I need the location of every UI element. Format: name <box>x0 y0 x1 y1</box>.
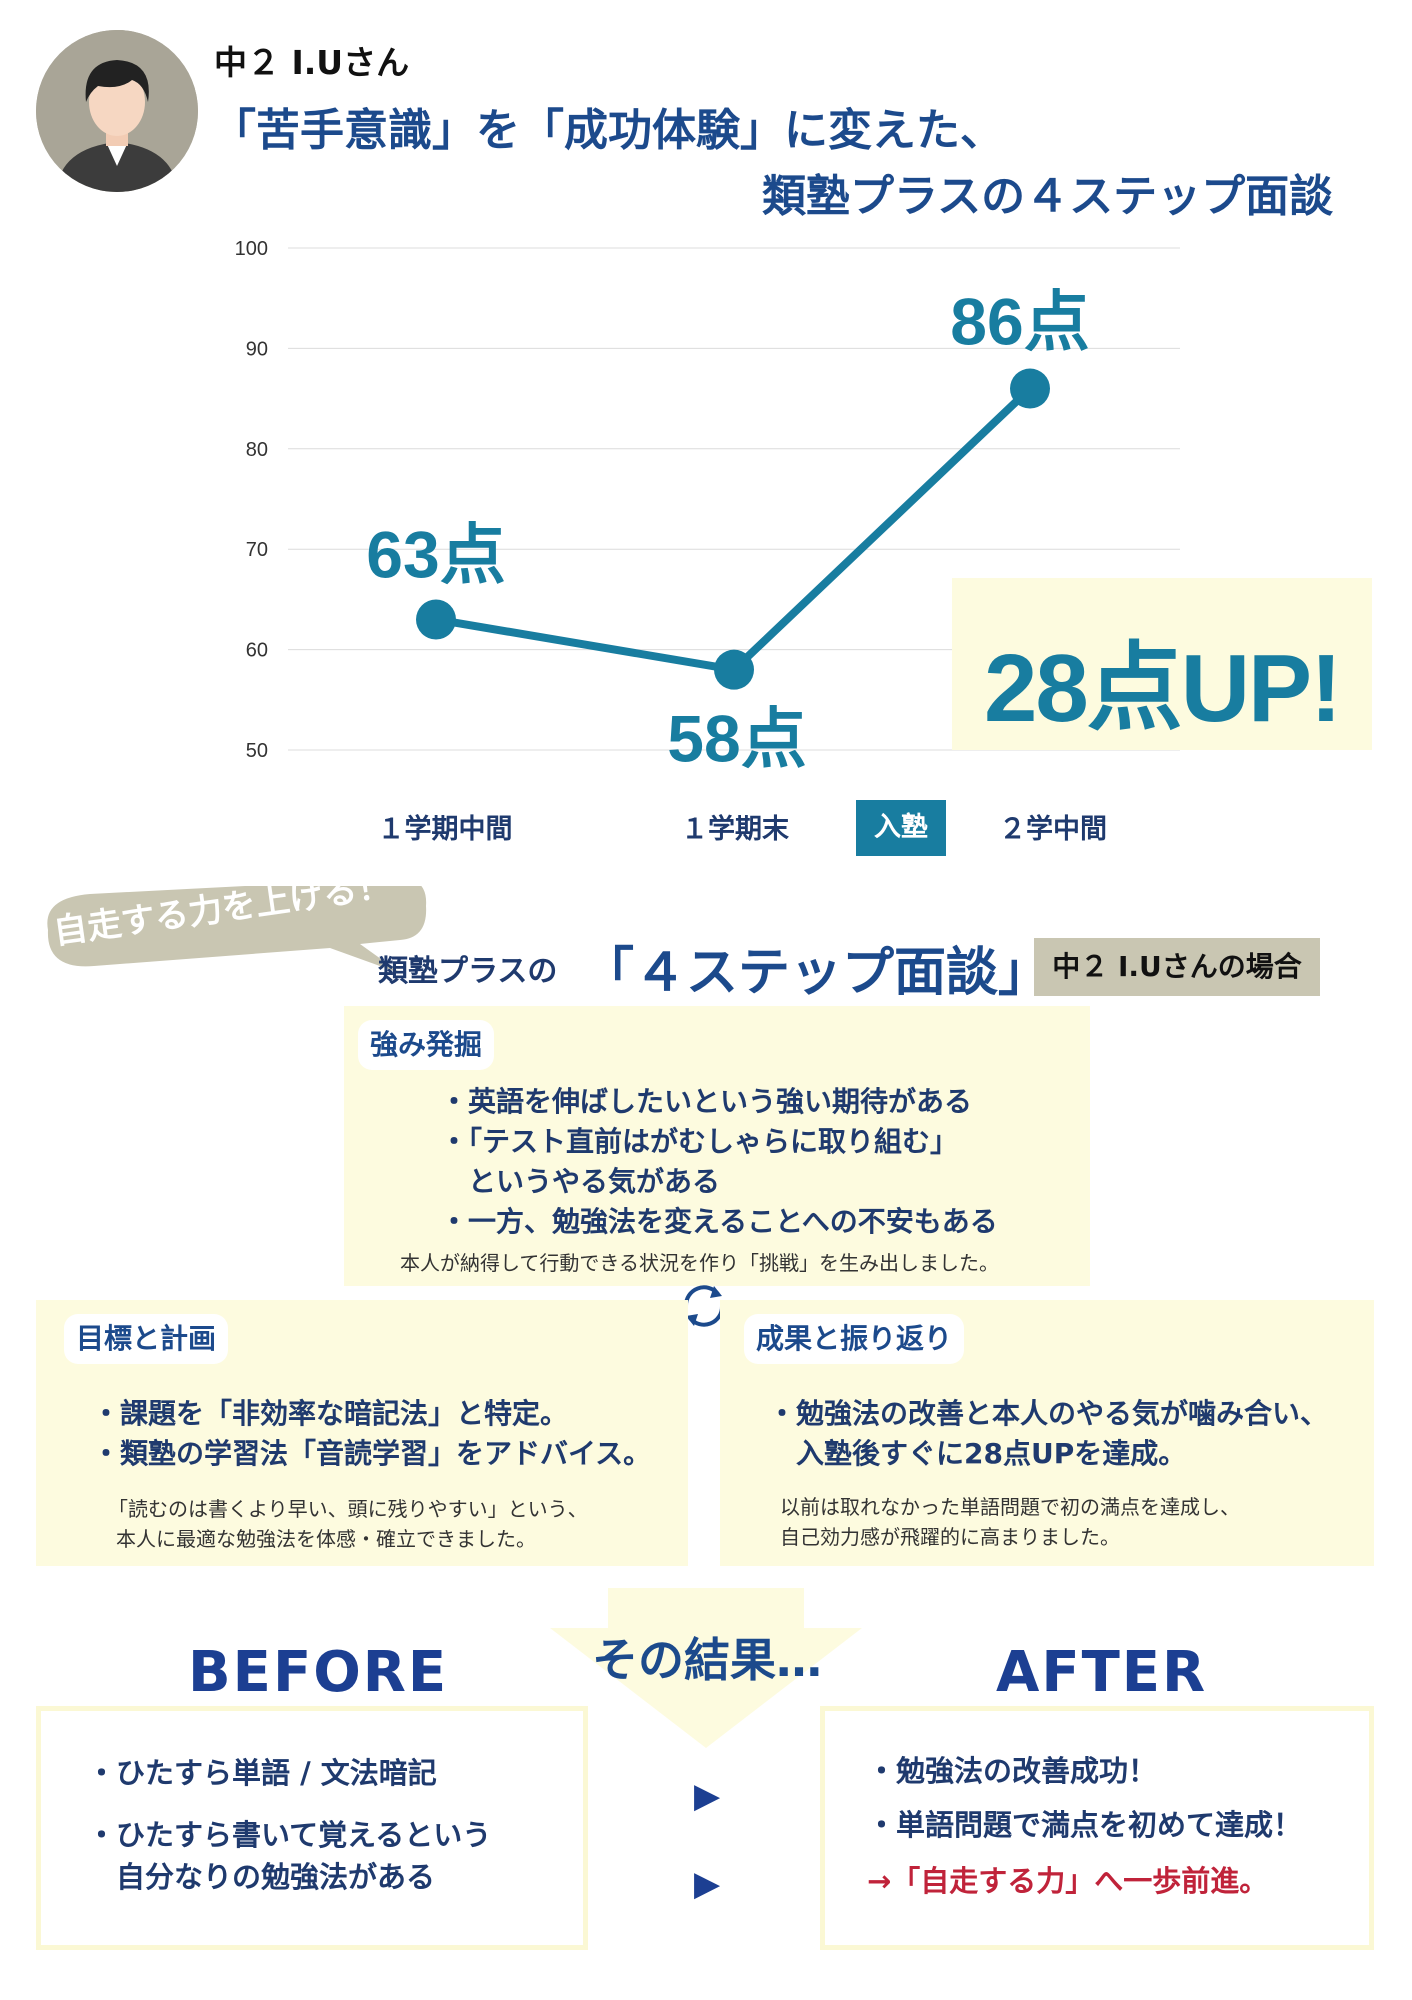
speech-bubble <box>47 886 427 974</box>
after-box: ・勉強法の改善成功！ ・単語問題で満点を初めて達成！ →「自走する力」へ一歩前進… <box>820 1706 1374 1950</box>
score-line-chart: 50 60 70 80 90 100 63点 58点 86点 １学期中間 １学期末 ２学中間 <box>235 238 1180 845</box>
result-review-bullet: ・勉強法の改善と本人のやる気が噛み合い、 <box>768 1397 1329 1430</box>
strength-tag: 強み発掘 <box>358 1020 495 1070</box>
after-item: ・勉強法の改善成功！ <box>867 1754 1158 1788</box>
play-arrow-icon: ▶ <box>694 1776 721 1816</box>
data-label: 58点 <box>667 702 806 776</box>
result-arrow-shape <box>550 1588 862 1748</box>
after-title: AFTER <box>996 1640 1208 1705</box>
x-tick-label: １学期末 <box>681 813 789 845</box>
y-tick-label: 60 <box>246 640 268 662</box>
data-point <box>1010 368 1050 409</box>
page-title-line2: 類塾プラスの４ステップ面談 <box>762 171 1334 222</box>
x-tick-label: ２学中間 <box>999 813 1107 845</box>
before-title: BEFORE <box>188 1640 449 1705</box>
after-item-highlight: →「自走する力」へ一歩前進。 <box>867 1864 1269 1898</box>
result-review-note: 以前は取れなかった単語問題で初の満点を達成し、 <box>780 1495 1240 1519</box>
student-avatar-icon <box>36 30 198 192</box>
goal-plan-bullet: ・課題を「非効率な暗記法」と特定。 <box>92 1397 569 1430</box>
case-tag: 中２ I.Uさんの場合 <box>1034 938 1320 996</box>
strength-bullet: ・一方、勉強法を変えることへの不安もある <box>440 1205 998 1238</box>
y-tick-label: 80 <box>246 439 268 461</box>
result-review-bullet: 入塾後すぐに28点UPを達成。 <box>768 1437 1187 1470</box>
y-tick-label: 50 <box>246 740 268 762</box>
strength-bullet: ・「テスト直前はがむしゃらに取り組む」 <box>440 1125 959 1158</box>
y-tick-label: 90 <box>246 338 268 360</box>
score-line <box>435 385 1033 674</box>
before-box: ・ひたすら単語 / 文法暗記 ・ひたすら書いて覚えるという 自分なりの勉強法があ… <box>36 1706 588 1950</box>
page-title-line1: 「苦手意識」を「成功体験」に変えた、 <box>212 105 1004 156</box>
before-item: ・ひたすら書いて覚えるという <box>87 1818 492 1852</box>
before-item: ・ひたすら単語 / 文法暗記 <box>87 1756 437 1790</box>
strength-note: 本人が納得して行動できる状況を作り「挑戦」を生み出しました。 <box>400 1251 999 1275</box>
y-tick-label: 70 <box>246 539 268 561</box>
callout-box <box>952 578 1372 750</box>
strength-box: 強み発掘 ・英語を伸ばしたいという強い期待がある ・「テスト直前はがむしゃらに取… <box>344 1006 1090 1286</box>
goal-plan-note: 「読むのは書くより早い、頭に残りやすい」という、 <box>108 1497 588 1521</box>
goal-plan-box: 目標と計画 ・課題を「非効率な暗記法」と特定。 ・類塾の学習法「音読学習」をアド… <box>36 1300 688 1566</box>
callout-text: 28点UP! <box>983 635 1342 742</box>
result-review-tag: 成果と振り返り <box>744 1314 965 1364</box>
data-point <box>416 599 456 640</box>
y-tick-label: 100 <box>235 238 268 260</box>
data-label: 86点 <box>950 285 1089 359</box>
section-title-prefix: 類塾プラスの <box>378 954 558 989</box>
after-item: ・単語問題で満点を初めて達成！ <box>867 1808 1303 1842</box>
result-label: その結果… <box>592 1633 822 1687</box>
strength-bullet: ・英語を伸ばしたいという強い期待がある <box>440 1085 973 1118</box>
data-label: 63点 <box>366 517 505 591</box>
strength-bullet: というやる気がある <box>440 1165 721 1198</box>
data-point <box>714 649 754 690</box>
section-title-main: 「４ステップ面談」 <box>582 943 1051 1003</box>
result-review-box: 成果と振り返り ・勉強法の改善と本人のやる気が噛み合い、 入塾後すぐに28点UP… <box>720 1300 1374 1566</box>
goal-plan-tag: 目標と計画 <box>64 1314 229 1364</box>
play-arrow-icon: ▶ <box>694 1864 721 1904</box>
student-name: 中２ I.Uさん <box>214 43 410 82</box>
goal-plan-bullet: ・類塾の学習法「音読学習」をアドバイス。 <box>92 1437 652 1470</box>
goal-plan-note: 本人に最適な勉強法を体感・確立できました。 <box>116 1527 536 1551</box>
before-item: 自分なりの勉強法がある <box>87 1860 436 1894</box>
enrollment-marker: 入塾 <box>856 800 946 856</box>
result-review-note: 自己効力感が飛躍的に高まりました。 <box>780 1525 1120 1549</box>
x-tick-label: １学期中間 <box>378 813 513 845</box>
